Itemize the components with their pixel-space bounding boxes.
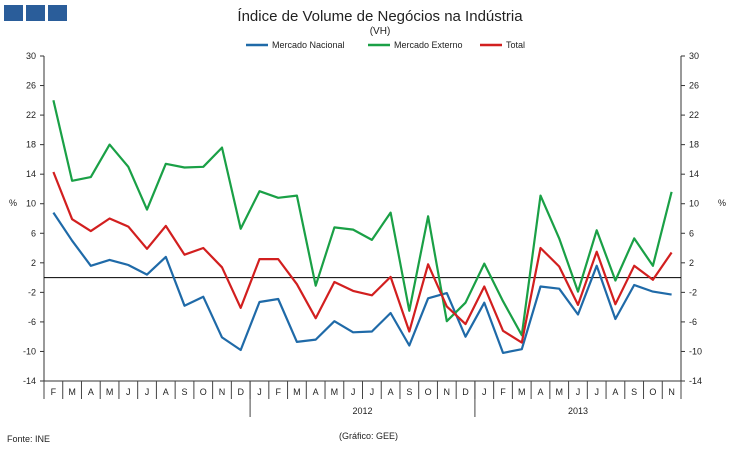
x-tick-label: J [351,387,356,397]
x-tick-label: F [51,387,57,397]
y-tick-label-right: 22 [689,110,699,120]
y-tick-label-right: -10 [689,346,702,356]
logo-block [26,5,45,21]
y-tick-label-right: 2 [689,258,694,268]
year-label: 2013 [568,406,588,416]
y-axis-label-left: % [9,198,17,208]
x-tick-label: S [406,387,412,397]
logo-block [4,5,23,21]
legend-label: Mercado Externo [394,40,463,50]
logo-blocks [4,5,67,21]
x-tick-label: M [518,387,526,397]
logo-block [48,5,67,21]
chart-title: Índice de Volume de Negócios na Indústri… [237,8,523,25]
x-tick-label: M [293,387,301,397]
x-tick-label: A [88,387,94,397]
x-tick-label: N [444,387,451,397]
legend-label: Mercado Nacional [272,40,345,50]
y-tick-label-left: 2 [31,258,36,268]
x-tick-label: A [388,387,394,397]
y-tick-label-left: -14 [23,376,36,386]
series-line [52,211,672,354]
y-tick-label-right: 26 [689,81,699,91]
y-tick-label-left: 10 [26,199,36,209]
x-tick-label: J [594,387,599,397]
y-tick-label-left: 26 [26,81,36,91]
x-tick-label: J [370,387,375,397]
x-tick-label: N [668,387,675,397]
x-tick-label: S [631,387,637,397]
x-tick-label: D [237,387,244,397]
y-tick-label-right: -2 [689,287,697,297]
x-tick-label: S [182,387,188,397]
chart-subtitle: (VH) [370,26,391,37]
x-tick-label: M [555,387,563,397]
y-tick-label-left: 22 [26,110,36,120]
y-tick-label-right: 18 [689,140,699,150]
x-tick-label: J [145,387,150,397]
x-tick-label: M [331,387,339,397]
x-tick-label: O [425,387,432,397]
x-tick-label: F [275,387,281,397]
x-tick-label: J [257,387,262,397]
year-label: 2012 [352,406,372,416]
x-tick-label: N [219,387,226,397]
y-axis-label-right: % [718,198,726,208]
legend-label: Total [506,40,525,50]
y-tick-label-left: -6 [28,317,36,327]
x-tick-label: J [576,387,581,397]
x-tick-label: M [68,387,76,397]
x-tick-label: A [313,387,319,397]
x-tick-label: A [537,387,543,397]
x-tick-label: O [649,387,656,397]
legend: Mercado Nacional Mercado Externo Total [246,40,525,50]
x-tick-label: J [482,387,487,397]
y-tick-label-right: -6 [689,317,697,327]
y-tick-label-left: 6 [31,228,36,238]
series-lines [52,100,673,354]
y-tick-label-left: 30 [26,51,36,61]
x-tick-label: D [462,387,469,397]
x-tick-label: M [106,387,114,397]
x-tick-label: O [200,387,207,397]
credit-note: (Gráfico: GEE) [339,431,399,441]
y-tick-label-left: -10 [23,346,36,356]
x-tick-label: A [612,387,618,397]
x-tick-label: J [126,387,131,397]
source-note: Fonte: INE [7,434,51,444]
y-tick-label-right: 10 [689,199,699,209]
x-tick-label: A [163,387,169,397]
series-line [52,171,673,344]
series-line [52,100,673,337]
axes [40,55,685,417]
y-tick-label-left: -2 [28,287,36,297]
y-tick-label-left: 14 [26,169,36,179]
y-tick-label-right: 6 [689,228,694,238]
x-tick-label: F [500,387,506,397]
y-tick-label-right: 14 [689,169,699,179]
y-tick-label-left: 18 [26,140,36,150]
y-tick-label-right: 30 [689,51,699,61]
y-tick-label-right: -14 [689,376,702,386]
